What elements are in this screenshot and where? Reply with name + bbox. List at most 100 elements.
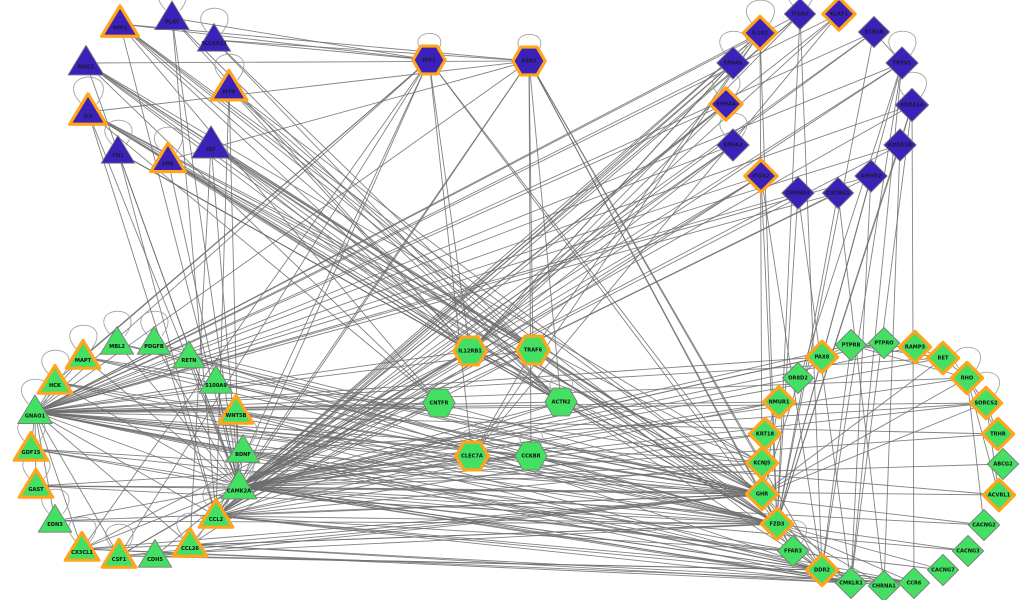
graph-edge — [428, 59, 763, 495]
triangle-node-shape[interactable] — [149, 141, 187, 174]
triangle-node-shape[interactable] — [154, 0, 190, 31]
diamond-node-shape[interactable] — [761, 384, 797, 420]
diamond-node-shape[interactable] — [981, 477, 1017, 513]
graph-edge — [528, 60, 562, 403]
graph-edge — [54, 520, 778, 525]
diamond-node-shape[interactable] — [949, 360, 985, 396]
diamond-node-shape[interactable] — [759, 506, 795, 542]
triangle-node-shape[interactable] — [171, 526, 209, 558]
graph-node-clec7a[interactable]: CLEC7A — [454, 440, 490, 472]
diamond-node-shape[interactable] — [951, 534, 985, 568]
triangle-node-shape[interactable] — [68, 92, 108, 126]
self-loop-layer — [17, 0, 1000, 550]
triangle-node-shape[interactable] — [99, 326, 135, 355]
diamond-node-shape[interactable] — [885, 46, 919, 80]
triangle-node-shape[interactable] — [64, 338, 102, 370]
diamond-node-shape[interactable] — [857, 15, 891, 49]
diamond-node-shape[interactable] — [867, 326, 901, 360]
triangle-node-shape[interactable] — [172, 340, 206, 369]
triangle-node-shape[interactable] — [100, 4, 140, 38]
triangle-node-shape[interactable] — [137, 539, 173, 568]
triangle-node-shape[interactable] — [197, 497, 235, 529]
graph-edge — [167, 159, 562, 403]
hexagon-node-shape[interactable] — [422, 388, 456, 418]
diamond-node-shape[interactable] — [854, 159, 888, 193]
self-loop-edge — [140, 310, 169, 337]
triangle-node-shape[interactable] — [217, 393, 255, 425]
graph-edge — [118, 493, 763, 557]
graph-edge — [238, 344, 852, 488]
triangle-node-shape[interactable] — [17, 467, 55, 499]
triangle-node-shape[interactable] — [191, 125, 231, 159]
triangle-node-shape[interactable] — [196, 23, 232, 52]
diamond-node-shape[interactable] — [967, 508, 1001, 542]
graph-node-il12rb1[interactable]: IL12RB1 — [452, 335, 488, 367]
diamond-node-shape[interactable] — [804, 339, 840, 375]
triangle-node-shape[interactable] — [100, 135, 136, 164]
hexagon-node-shape[interactable] — [452, 335, 488, 367]
triangle-node-shape[interactable] — [136, 326, 172, 355]
diamond-node-shape[interactable] — [708, 86, 744, 122]
diamond-node-shape[interactable] — [980, 416, 1016, 452]
diamond-node-shape[interactable] — [926, 553, 960, 587]
diamond-node-shape[interactable] — [716, 128, 750, 162]
diamond-node-shape[interactable] — [776, 534, 810, 568]
triangle-node-shape[interactable] — [220, 468, 258, 500]
hexagon-node-shape[interactable] — [544, 387, 578, 417]
graph-edge — [34, 175, 762, 413]
graph-edge — [776, 13, 801, 525]
diamond-node-shape[interactable] — [821, 176, 855, 210]
graph-edge — [119, 23, 440, 404]
diamond-node-shape[interactable] — [867, 569, 901, 600]
hexagon-node-shape[interactable] — [511, 45, 547, 77]
graph-edge — [883, 144, 901, 587]
triangle-node-shape[interactable] — [198, 365, 234, 394]
triangle-node-shape[interactable] — [63, 530, 101, 562]
diamond-node-shape[interactable] — [744, 476, 780, 512]
graph-node-esr2[interactable]: ESR2 — [511, 45, 547, 77]
graph-edge — [34, 411, 56, 522]
hexagon-node-shape[interactable] — [454, 440, 490, 472]
triangle-node-shape[interactable] — [12, 430, 50, 462]
triangle-node-shape[interactable] — [67, 44, 105, 76]
hexagon-node-shape[interactable] — [514, 441, 548, 471]
graph-node-irs1[interactable]: IRS1 — [411, 44, 447, 76]
self-loop-edge — [200, 7, 229, 34]
diamond-node-shape[interactable] — [925, 340, 961, 376]
triangle-node-shape[interactable] — [17, 394, 53, 425]
triangle-node-shape[interactable] — [100, 537, 138, 569]
diamond-node-shape[interactable] — [834, 566, 868, 600]
graph-edge — [54, 381, 823, 571]
diamond-node-shape[interactable] — [781, 361, 815, 395]
graph-edge — [469, 62, 734, 352]
diamond-node-shape[interactable] — [743, 158, 779, 194]
diamond-node-shape[interactable] — [741, 14, 779, 52]
diamond-node-shape[interactable] — [968, 385, 1004, 421]
diamond-node-shape[interactable] — [781, 176, 815, 210]
diamond-node-shape[interactable] — [821, 0, 857, 32]
self-loop-edge — [517, 33, 542, 56]
diamond-node-shape[interactable] — [986, 447, 1020, 481]
diamond-node-shape[interactable] — [834, 328, 868, 362]
diamond-node-shape[interactable] — [897, 329, 933, 365]
triangle-node-shape[interactable] — [37, 504, 73, 533]
diamond-node-shape[interactable] — [804, 552, 840, 588]
triangle-node-shape[interactable] — [225, 434, 261, 463]
graph-edge — [54, 493, 763, 522]
graph-node-traf6[interactable]: TRAF6 — [515, 334, 551, 366]
diamond-node-shape[interactable] — [894, 87, 930, 123]
diamond-node-shape[interactable] — [883, 128, 917, 162]
graph-edge — [215, 62, 734, 517]
self-loop-edge — [105, 523, 134, 550]
hexagon-node-shape[interactable] — [515, 334, 551, 366]
diamond-node-shape[interactable] — [783, 0, 817, 31]
graph-edge — [54, 486, 240, 522]
graph-edge — [85, 60, 530, 64]
diamond-node-shape[interactable] — [716, 46, 750, 80]
triangle-node-shape[interactable] — [36, 363, 74, 395]
diamond-node-shape[interactable] — [897, 566, 931, 600]
triangle-node-shape[interactable] — [209, 68, 249, 102]
hexagon-node-shape[interactable] — [411, 44, 447, 76]
